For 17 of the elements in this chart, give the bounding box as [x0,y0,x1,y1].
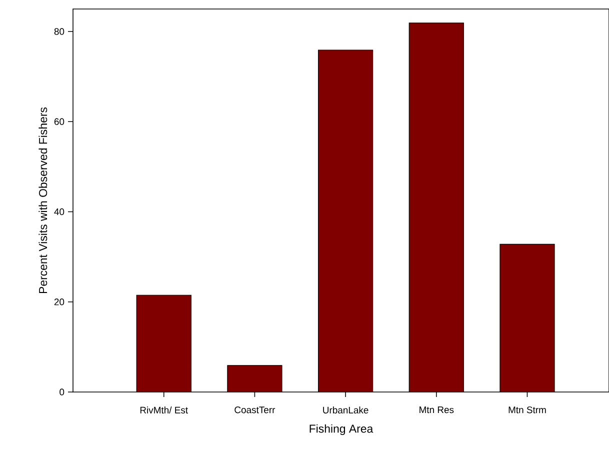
x-tick-label: UrbanLake [323,406,368,414]
bar [500,244,555,392]
y-tick-label: 60 [54,118,64,125]
y-tick-label: 80 [54,28,64,35]
x-axis-title: Fishing Area [310,424,374,435]
bar [227,365,282,392]
x-tick-label: Mtn Strm [508,406,546,414]
y-tick-label: 20 [54,298,64,306]
x-tick-label: Mtn Res [420,406,454,414]
bar [136,294,192,392]
y-tick-label: 0 [60,388,64,396]
bar [408,22,464,392]
y-tick-label: 40 [54,208,64,216]
bar [318,50,374,392]
y-axis-title: Percent Visits with Observed Fishers [38,107,48,294]
x-tick-label: CoastTerr [234,406,276,414]
x-tick-label: RivMth/ Est [140,406,188,414]
